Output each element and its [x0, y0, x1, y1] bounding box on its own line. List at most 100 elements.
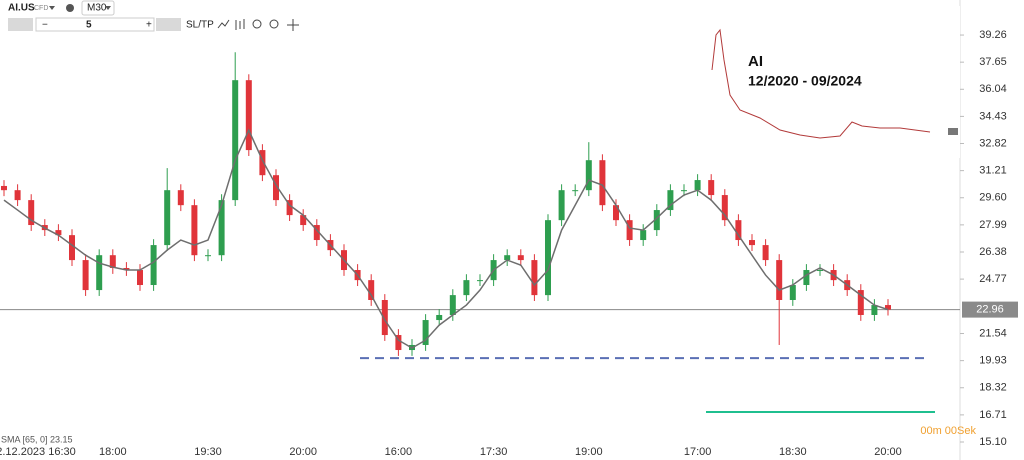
candle-body — [789, 285, 796, 301]
candle-body — [885, 305, 891, 310]
candle-body — [653, 210, 660, 231]
y-tick-label: 26.38 — [979, 246, 1007, 258]
sltp[interactable]: SL/TP — [186, 20, 214, 31]
toolbar: AI.US CFD M30 − 5 + SL/TP — [8, 0, 299, 32]
candle-body — [232, 80, 239, 201]
candle-body — [449, 295, 456, 315]
x-tick-label: 2.12.2023 16:30 — [0, 446, 76, 458]
y-tick-label: 21.54 — [979, 327, 1007, 339]
price-tag — [962, 301, 1018, 318]
sell-button[interactable] — [8, 18, 33, 31]
candle-body — [599, 160, 606, 206]
x-tick-label: 19:00 — [575, 446, 603, 458]
candle-body — [28, 200, 35, 226]
candle-body — [273, 175, 279, 201]
price-tag-label: 22.96 — [976, 304, 1004, 316]
x-tick-label: 18:30 — [779, 446, 807, 458]
candle-body — [150, 245, 157, 286]
y-tick-label: 15.10 — [979, 436, 1007, 448]
candle-body — [14, 190, 21, 201]
candle-body — [477, 280, 483, 282]
candle-body — [463, 280, 470, 296]
quantity[interactable]: 5 — [86, 20, 92, 31]
candle-body — [640, 230, 647, 241]
annotation: 12/2020 - 09/2024 — [748, 73, 862, 89]
y-tick-label: 31.21 — [979, 165, 1007, 177]
symbol[interactable]: AI.US — [8, 3, 35, 14]
x-tick-label: 18:00 — [99, 446, 127, 458]
candle-body — [422, 320, 429, 345]
plus[interactable]: + — [146, 20, 152, 31]
dropdown-icon[interactable] — [105, 6, 111, 10]
sma-line — [3, 128, 889, 349]
candle-body — [313, 225, 320, 241]
candle-body — [55, 230, 62, 236]
candle-body — [259, 150, 266, 176]
timeframe[interactable]: M30 — [87, 3, 107, 14]
y-tick-label: 32.82 — [979, 137, 1007, 149]
x-tick-label: 20:00 — [874, 446, 902, 458]
candle-body — [218, 200, 225, 256]
y-tick-label: 19.93 — [979, 355, 1007, 367]
candle-body — [776, 260, 783, 301]
x-tick-label: 17:00 — [684, 446, 712, 458]
y-tick-label: 29.60 — [979, 192, 1007, 204]
y-tick-label: 16.71 — [979, 409, 1007, 421]
dropdown-icon[interactable] — [49, 6, 55, 10]
x-tick-label: 17:30 — [480, 446, 508, 458]
inset-price — [948, 128, 958, 135]
x-tick-label: 16:00 — [385, 446, 413, 458]
candle-body — [164, 190, 171, 246]
candle-body — [708, 180, 715, 196]
candle-body — [177, 190, 184, 206]
x-tick-label: 19:30 — [194, 446, 222, 458]
candle-body — [681, 190, 687, 192]
candle-body — [762, 245, 769, 261]
candle-body — [109, 255, 116, 268]
candle-body — [721, 195, 728, 221]
candle-body — [381, 300, 388, 336]
zoom-in-icon[interactable] — [269, 19, 279, 29]
candle-body — [123, 267, 130, 271]
line-icon[interactable] — [217, 19, 230, 29]
candle-body — [545, 220, 551, 296]
candle-body — [82, 260, 89, 291]
y-tick-label: 24.77 — [979, 273, 1007, 285]
zoom-out-icon[interactable] — [252, 19, 262, 29]
candle-body — [517, 255, 524, 261]
buy-button[interactable] — [156, 18, 181, 31]
candle-body — [137, 270, 143, 286]
candle-body — [558, 190, 565, 221]
candle-body — [300, 215, 307, 226]
candle-body — [1, 185, 7, 191]
info-icon[interactable] — [66, 4, 74, 12]
candle-body — [871, 305, 878, 315]
candle-body — [857, 290, 864, 315]
y-tick-label: 36.04 — [979, 83, 1007, 95]
timeframe-box[interactable] — [81, 0, 115, 16]
quantity-box[interactable] — [35, 17, 155, 32]
y-tick-label: 34.43 — [979, 110, 1007, 122]
minus[interactable]: − — [42, 20, 48, 31]
x-tick-label: 20:00 — [289, 446, 317, 458]
annotation: AI — [748, 53, 763, 70]
y-tick-label: 37.65 — [979, 56, 1007, 68]
candle-body — [572, 190, 579, 192]
inset-line — [711, 28, 931, 139]
candle-icon[interactable] — [235, 19, 245, 30]
candle-body — [694, 180, 701, 191]
candle-body — [803, 270, 810, 286]
candle-body — [531, 260, 538, 296]
candle-body — [395, 335, 402, 351]
candle-body — [191, 205, 198, 256]
candle-body — [504, 255, 511, 261]
y-tick-label: 39.26 — [979, 29, 1007, 41]
candle-body — [245, 80, 252, 151]
candle-body — [626, 220, 633, 241]
candle-body — [585, 160, 592, 191]
crosshair-icon[interactable] — [287, 19, 299, 31]
candle-body — [96, 255, 103, 291]
candle-body — [436, 314, 443, 321]
